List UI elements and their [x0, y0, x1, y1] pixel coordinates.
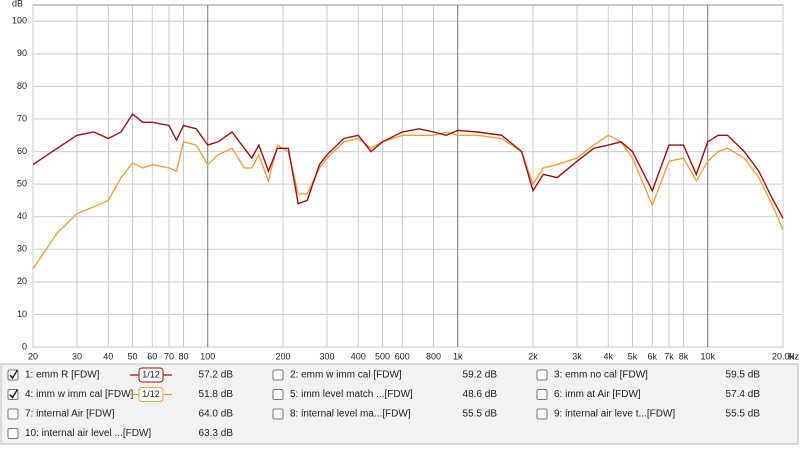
legend-panel	[0, 363, 799, 445]
legend-label: 7: internal Air [FDW]	[25, 409, 115, 420]
checkmark	[9, 369, 19, 380]
x-tick-label: 8k	[679, 351, 689, 361]
x-tick-label: 20	[28, 351, 38, 361]
x-tick-label: 6k	[648, 351, 658, 361]
legend-entry: 3: emm no cal [FDW] 59.5 dB	[536, 369, 761, 381]
x-tick-label: 80	[179, 351, 189, 361]
checkbox[interactable]	[272, 369, 284, 381]
legend-level: 64.0 dB	[199, 409, 234, 420]
checkbox[interactable]	[536, 408, 548, 420]
checkmark	[9, 389, 19, 399]
legend-level: 55.5 dB	[463, 409, 498, 420]
x-tick-label: 200	[275, 351, 290, 361]
y-tick-label: 10	[17, 309, 27, 319]
legend-entry: 7: internal Air [FDW] 64.0 dB	[7, 408, 234, 420]
x-tick-label: 7k	[664, 351, 674, 361]
legend-label: 1: emm R [FDW]	[25, 370, 100, 381]
legend-label: 6: imm at Air [FDW]	[554, 389, 641, 400]
x-tick-label: 800	[426, 351, 441, 361]
legend-label: 3: emm no cal [FDW]	[554, 370, 648, 381]
legend-level: 55.5 dB	[726, 409, 761, 420]
y-tick-label: 0	[22, 341, 27, 351]
y-tick-label: 30	[17, 244, 27, 254]
x-tick-label: 30	[72, 351, 82, 361]
x-tick-label: 4k	[603, 351, 613, 361]
legend-label: 10: internal air level ...[FDW]	[25, 428, 151, 439]
legend-level: 51.8 dB	[199, 389, 234, 400]
legend-entry: 2: emm w imm cal [FDW] 59.2 dB	[272, 369, 498, 381]
legend-label: 4: imm w imm cal [FDW]	[25, 389, 134, 400]
legend-entry: 8: internal level ma...[FDW] 55.5 dB	[272, 408, 498, 420]
x-tick-label: 300	[320, 351, 335, 361]
checkbox[interactable]	[7, 408, 19, 420]
legend-entry: 1: emm R [FDW] 1/12 57.2 dB	[7, 367, 234, 383]
x-tick-label: 1k	[453, 351, 463, 361]
legend-level: 57.4 dB	[726, 389, 761, 400]
y-axis-label: dB	[12, 0, 23, 8]
y-tick-label: 90	[17, 48, 27, 58]
x-tick-label: 50	[127, 351, 137, 361]
x-tick-label: 60	[147, 351, 157, 361]
legend-level: 63.3 dB	[199, 428, 234, 439]
legend-level: 59.2 dB	[463, 370, 498, 381]
legend-entry: 10: internal air level ...[FDW] 63.3 dB	[7, 428, 234, 439]
x-tick-label: 3k	[572, 351, 582, 361]
legend-level: 57.2 dB	[199, 370, 234, 381]
legend-entry: 4: imm w imm cal [FDW] 1/12 51.8 dB	[7, 387, 234, 402]
legend-level: 59.5 dB	[726, 370, 761, 381]
series-line	[32, 131, 784, 270]
x-tick-label: 70	[164, 351, 174, 361]
checkbox[interactable]	[272, 408, 284, 420]
plot-area	[32, 4, 784, 348]
y-tick-label: 100	[12, 16, 27, 26]
x-tick-label: 100	[200, 351, 215, 361]
checkbox[interactable]	[536, 389, 548, 400]
smoothing-label: 1/12	[142, 389, 160, 399]
series-line	[32, 113, 784, 219]
legend-label: 8: internal level ma...[FDW]	[290, 409, 411, 420]
x-tick-label: 20.0k	[772, 351, 795, 361]
checkbox[interactable]	[7, 428, 19, 439]
x-tick-label: 40	[103, 351, 113, 361]
legend-entry: 9: internal air leve t...[FDW] 55.5 dB	[536, 408, 761, 420]
legend-level: 48.6 dB	[463, 389, 498, 400]
smoothing-box	[138, 387, 164, 402]
smoothing-label: 1/12	[142, 369, 160, 379]
checkbox[interactable]	[536, 369, 548, 381]
smoothing-box	[138, 367, 164, 383]
y-tick-label: 40	[17, 211, 27, 221]
x-tick-label: 10k	[700, 351, 715, 361]
legend-label: 9: internal air leve t...[FDW]	[554, 409, 675, 420]
x-tick-label: 600	[395, 351, 410, 361]
x-tick-label: 400	[351, 351, 366, 361]
legend-entry: 6: imm at Air [FDW] 57.4 dB	[536, 389, 761, 400]
legend-label: 5: imm level match ...[FDW]	[290, 389, 413, 400]
y-tick-label: 80	[17, 81, 27, 91]
x-tick-label: 500	[375, 351, 390, 361]
x-tick-label: 5k	[628, 351, 638, 361]
checkbox[interactable]	[272, 389, 284, 400]
legend-label: 2: emm w imm cal [FDW]	[290, 370, 402, 381]
x-tick-label: 2k	[528, 351, 538, 361]
y-tick-label: 60	[17, 146, 27, 156]
x-axis-label: Hz	[788, 351, 799, 361]
legend-entry: 5: imm level match ...[FDW] 48.6 dB	[272, 389, 498, 400]
y-tick-label: 20	[17, 276, 27, 286]
y-tick-label: 50	[17, 179, 27, 189]
y-tick-label: 70	[17, 113, 27, 123]
